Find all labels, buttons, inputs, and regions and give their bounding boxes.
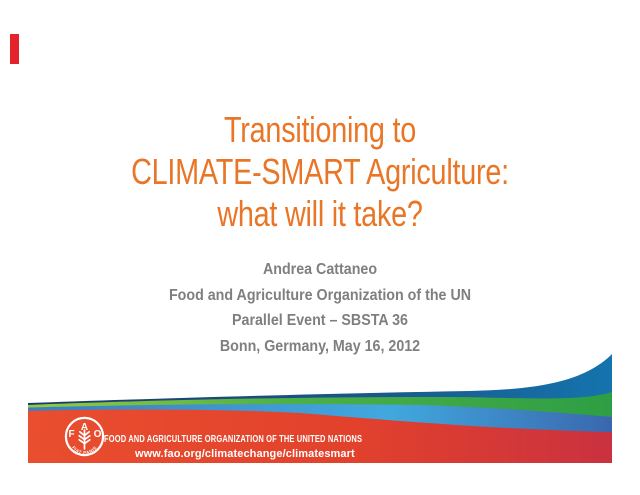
subtitle-author: Andrea Cattaneo bbox=[262, 261, 378, 278]
subtitle-organization: Food and Agriculture Organization of the… bbox=[168, 286, 472, 304]
subtitle-event: Parallel Event – SBSTA 36 bbox=[232, 312, 408, 330]
wheat-ear-icon bbox=[78, 429, 91, 450]
subtitle-location-date: Bonn, Germany, May 16, 2012 bbox=[219, 337, 421, 355]
wave-red bbox=[28, 409, 612, 463]
footer-organization-text: FOOD AND AGRICULTURE ORGANIZATION OF THE… bbox=[104, 434, 363, 445]
title-line-3: what will it take? bbox=[217, 193, 423, 234]
title-line-1: Transitioning to bbox=[224, 109, 416, 150]
fao-logo-ring bbox=[64, 416, 105, 457]
red-marker bbox=[10, 34, 19, 64]
fao-letter-f: F bbox=[68, 429, 74, 440]
fao-logo: F A O FIAT PANIS bbox=[64, 416, 105, 457]
footer-url-text: www.fao.org/climatechange/climatesmart bbox=[135, 448, 355, 460]
slide-subtitle: Andrea Cattaneo Food and Agriculture Org… bbox=[26, 257, 615, 359]
fao-letter-o: O bbox=[94, 429, 102, 440]
slide-title: Transitioning to CLIMATE-SMART Agricultu… bbox=[64, 109, 576, 235]
fao-letter-a: A bbox=[81, 422, 88, 433]
title-line-2: CLIMATE-SMART Agriculture: bbox=[131, 151, 509, 192]
